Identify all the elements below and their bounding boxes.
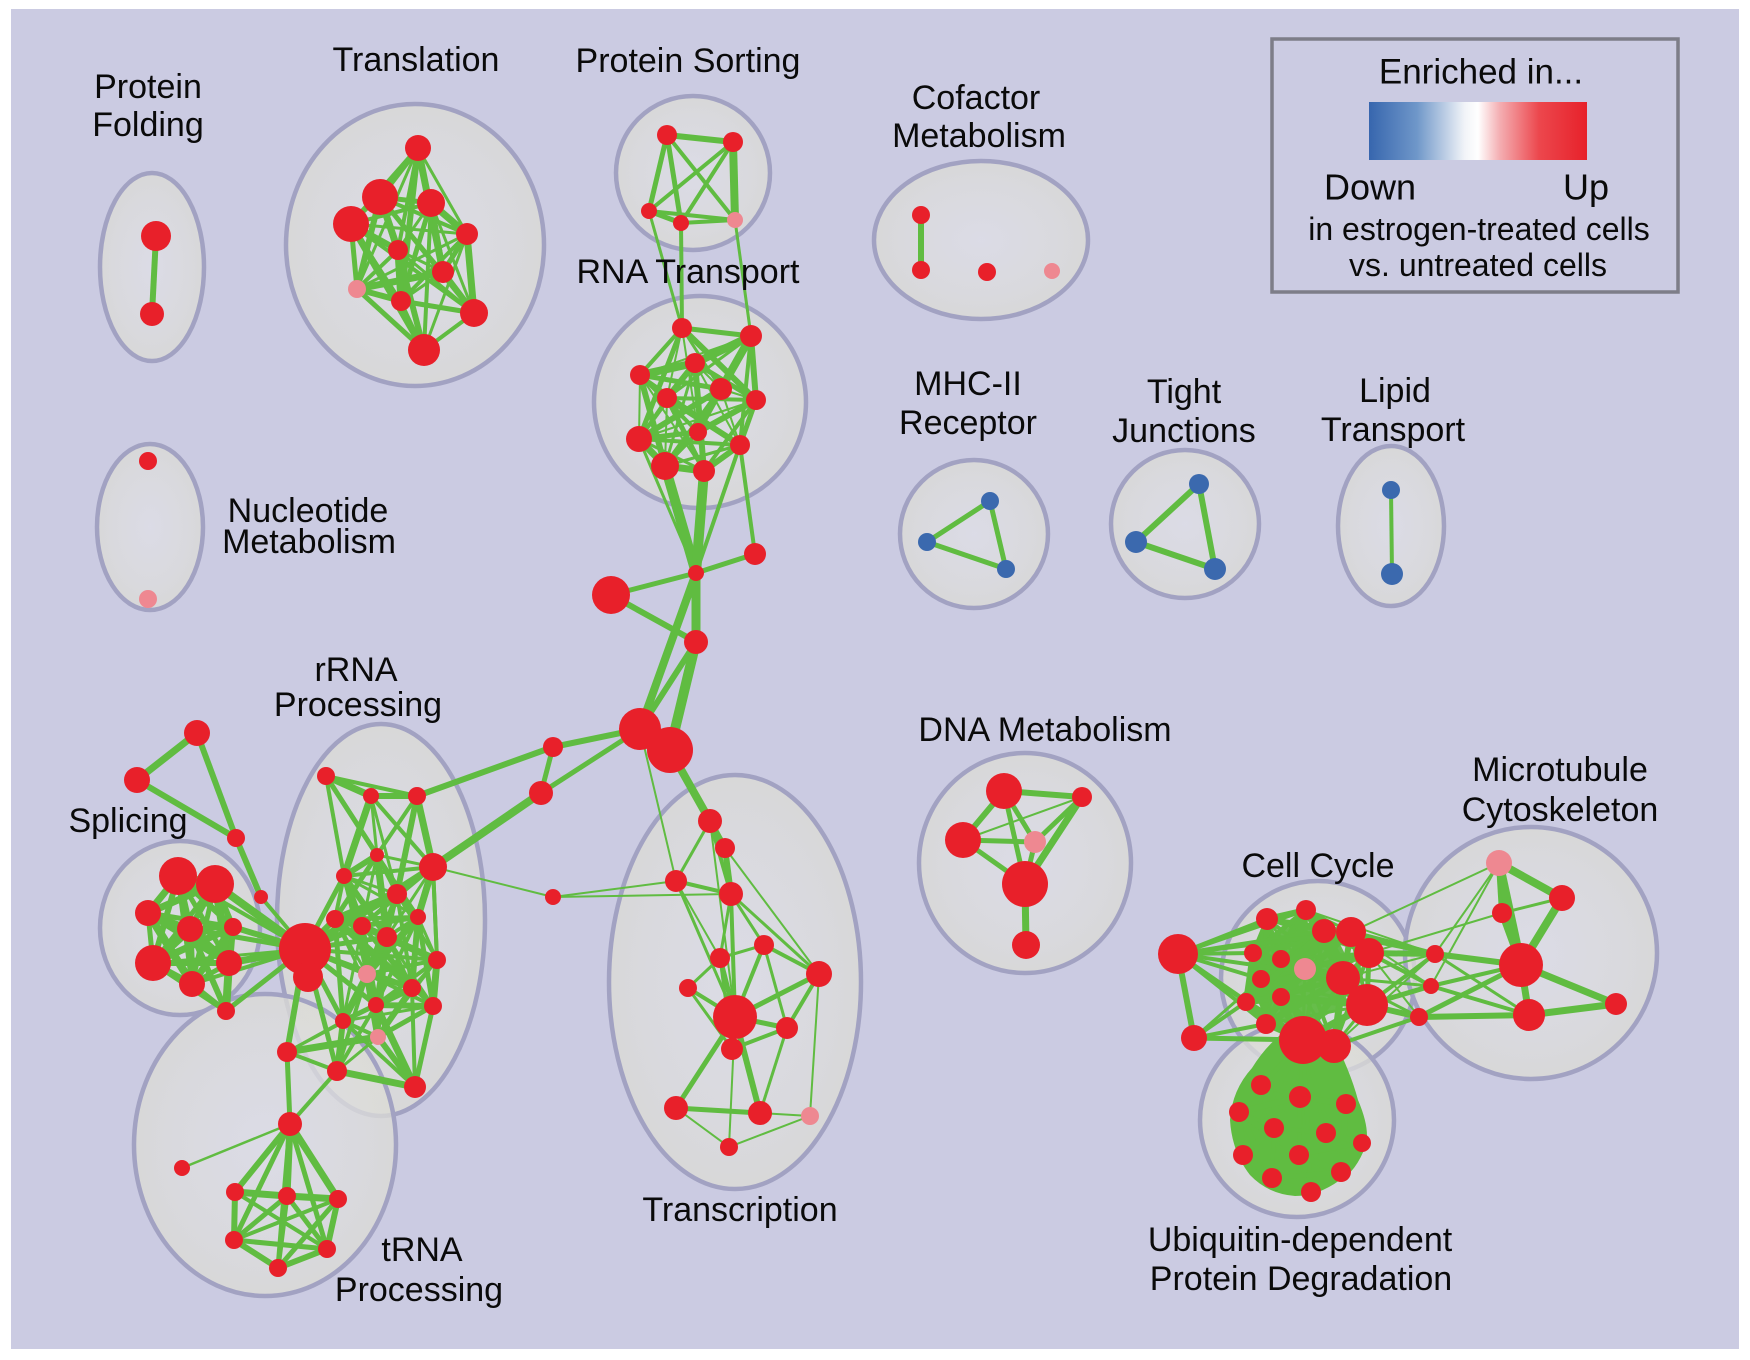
- svg-text:vs. untreated cells: vs. untreated cells: [1349, 247, 1607, 283]
- svg-text:Splicing: Splicing: [68, 802, 187, 840]
- svg-text:Processing: Processing: [274, 686, 442, 724]
- svg-text:rRNA: rRNA: [314, 651, 397, 689]
- svg-text:Ubiquitin-dependent: Ubiquitin-dependent: [1148, 1221, 1453, 1259]
- svg-text:Junctions: Junctions: [1112, 412, 1256, 450]
- svg-text:Translation: Translation: [333, 41, 500, 79]
- svg-text:Nucleotide: Nucleotide: [228, 492, 389, 530]
- svg-text:Protein: Protein: [94, 68, 202, 106]
- svg-text:Transport: Transport: [1321, 411, 1466, 449]
- svg-text:Protein Sorting: Protein Sorting: [576, 42, 801, 80]
- svg-text:Up: Up: [1563, 167, 1609, 208]
- svg-text:tRNA: tRNA: [381, 1231, 463, 1269]
- svg-text:Enriched in...: Enriched in...: [1379, 53, 1583, 92]
- svg-text:Cytoskeleton: Cytoskeleton: [1462, 791, 1659, 829]
- svg-text:Lipid: Lipid: [1359, 372, 1431, 410]
- svg-text:Microtubule: Microtubule: [1472, 751, 1648, 789]
- svg-text:RNA Transport: RNA Transport: [577, 253, 801, 291]
- svg-text:Metabolism: Metabolism: [222, 523, 396, 561]
- svg-text:Down: Down: [1324, 167, 1416, 208]
- svg-text:Cofactor: Cofactor: [912, 79, 1041, 117]
- svg-text:Transcription: Transcription: [642, 1191, 837, 1229]
- svg-text:Metabolism: Metabolism: [892, 117, 1066, 155]
- svg-text:DNA Metabolism: DNA Metabolism: [918, 711, 1171, 749]
- svg-text:Receptor: Receptor: [899, 404, 1037, 442]
- svg-text:Cell Cycle: Cell Cycle: [1241, 847, 1394, 885]
- svg-text:Tight: Tight: [1147, 373, 1222, 411]
- svg-text:MHC-II: MHC-II: [914, 365, 1022, 403]
- svg-text:in estrogen-treated cells: in estrogen-treated cells: [1308, 211, 1650, 247]
- svg-text:Protein Degradation: Protein Degradation: [1150, 1260, 1452, 1298]
- svg-text:Processing: Processing: [335, 1271, 503, 1309]
- svg-text:Folding: Folding: [92, 106, 204, 144]
